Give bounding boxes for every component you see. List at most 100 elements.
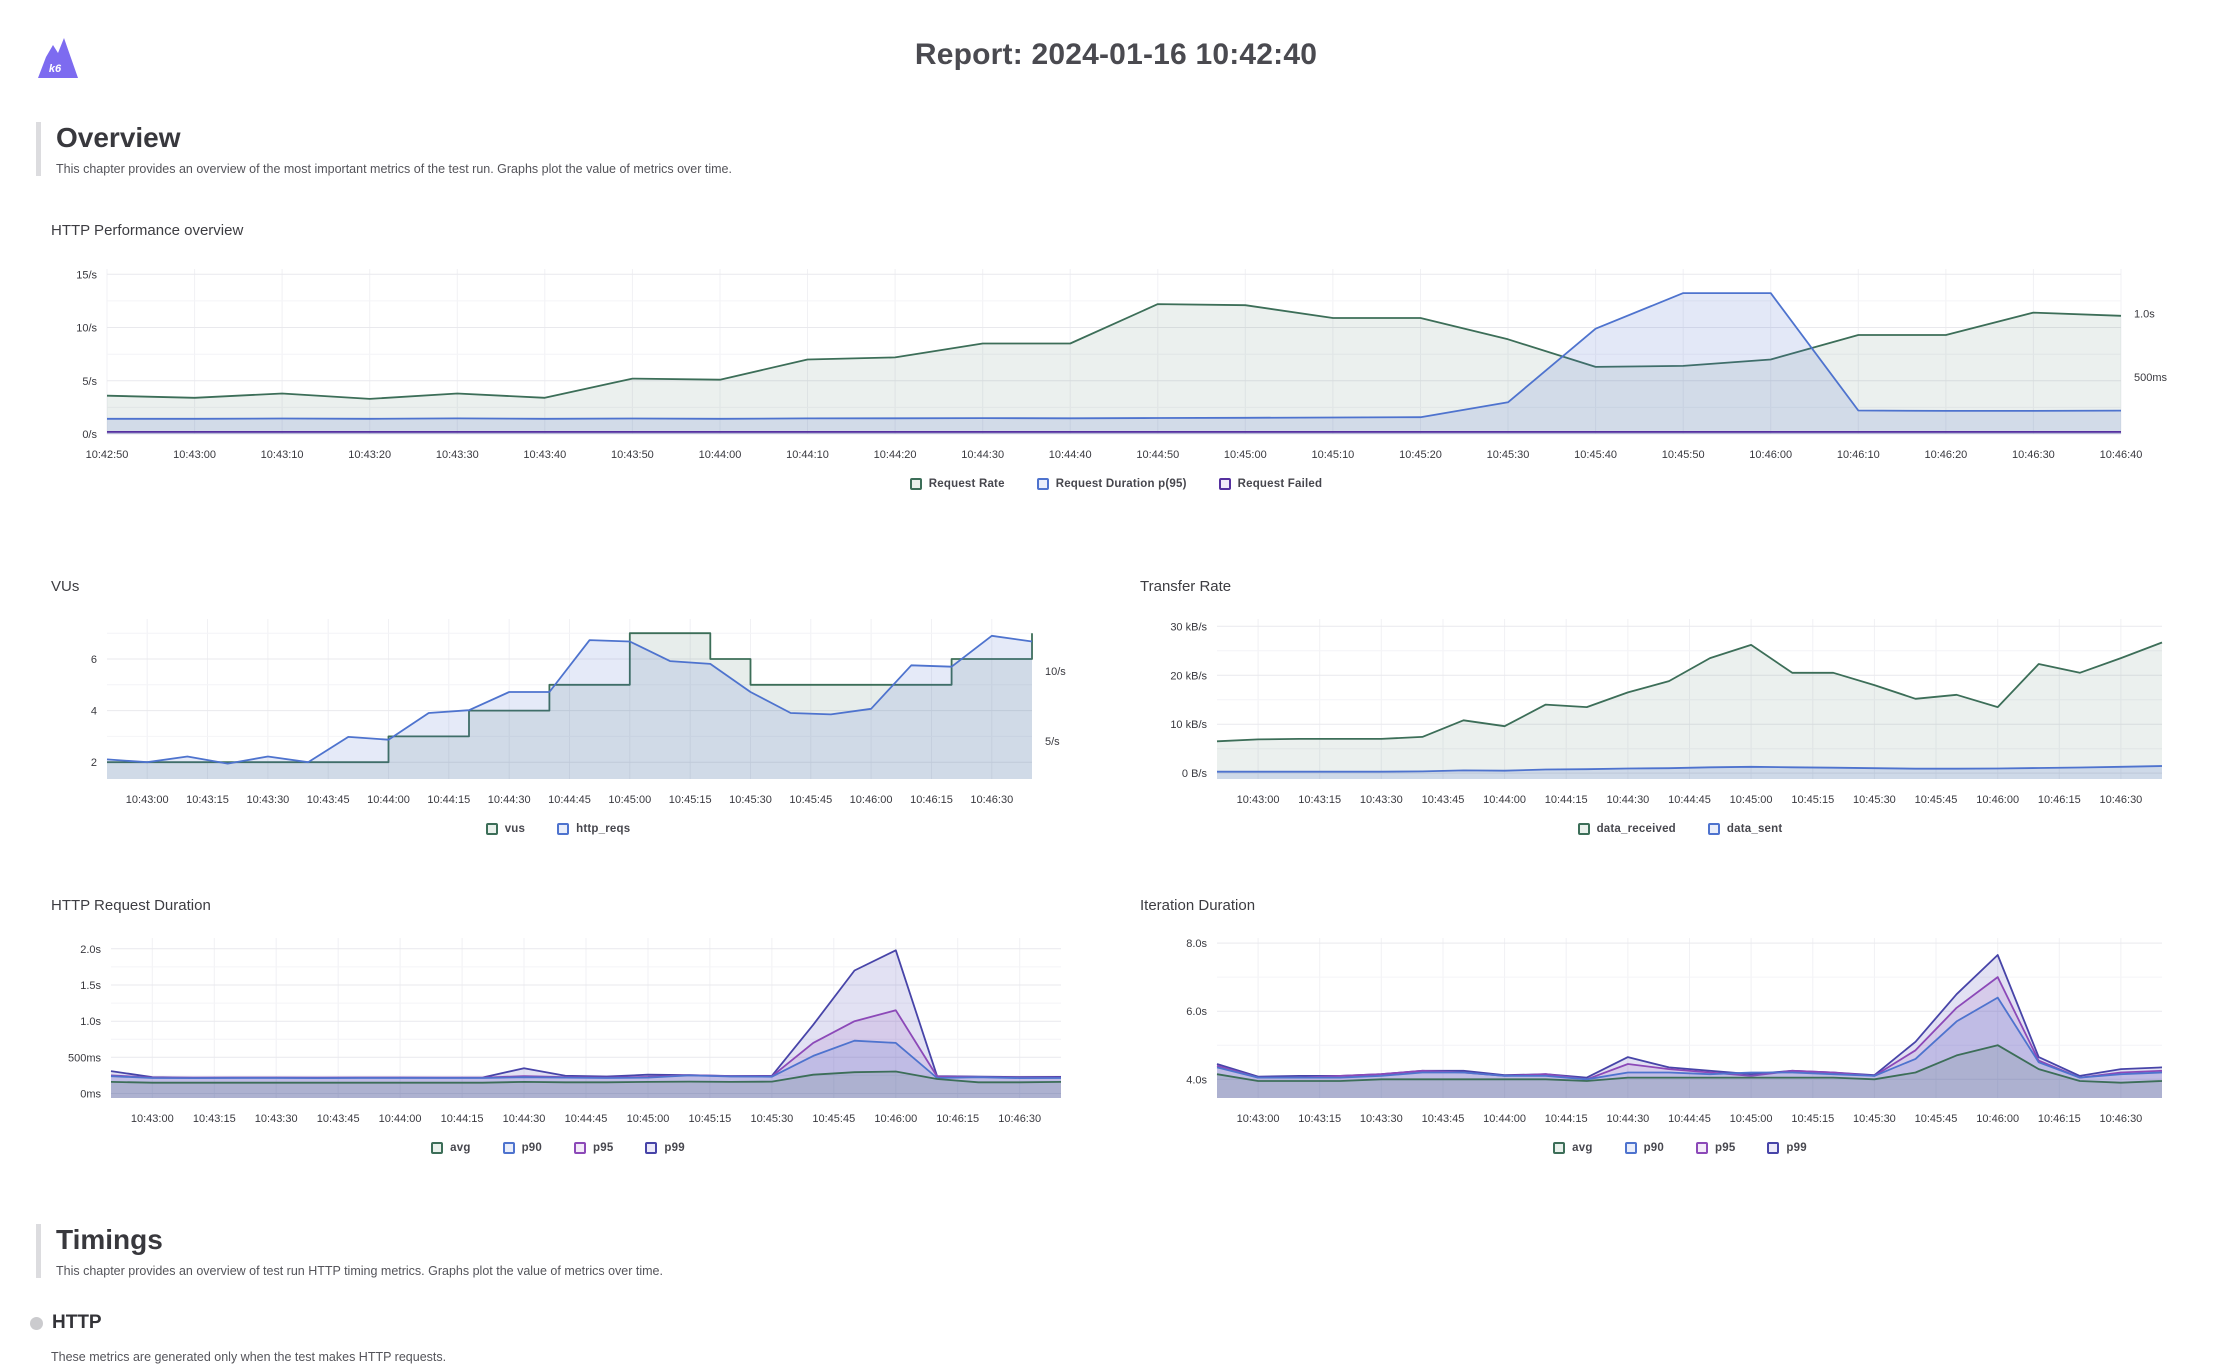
x-tick-label: 10:43:30 (1360, 1113, 1403, 1125)
legend-item-p95: p95 (1696, 1142, 1735, 1154)
k6-logo-mountain (38, 38, 78, 78)
x-tick-label: 10:44:00 (699, 449, 742, 461)
series-area-data-received (1217, 642, 2162, 779)
x-tick-label: 10:45:45 (789, 794, 832, 806)
legend-swatch-avg (431, 1142, 444, 1154)
x-tick-label: 10:45:45 (812, 1113, 855, 1125)
x-tick-label: 10:43:30 (246, 794, 289, 806)
series-line-vus (107, 632, 1033, 764)
x-tick-label: 10:46:40 (2100, 449, 2143, 461)
y-tick-label: 1.0s (80, 1016, 101, 1028)
y-tick-label: 20 kB/s (1170, 670, 1207, 682)
report-title: Report: 2024-01-16 10:42:40 (914, 38, 1318, 71)
series-area-avg (1217, 1045, 2162, 1098)
series-line-request-duration-p-95 (107, 292, 2122, 420)
legend-swatch-data-sent (1707, 823, 1720, 835)
legend-label-data-sent: data_sent (1726, 823, 1783, 835)
series-area-avg (111, 1071, 1061, 1098)
x-tick-label: 10:43:00 (126, 794, 169, 806)
x-tick-label: 10:43:30 (255, 1113, 298, 1125)
y-tick-label: 30 kB/s (1170, 621, 1207, 633)
charts-row-2: HTTP Request Duration 0ms 500ms 1.0s 1.5s 2.… (36, 897, 2232, 1154)
x-tick-label: 10:44:30 (488, 794, 531, 806)
k6-logo-text: k6 (49, 63, 62, 75)
series-line-request-rate (106, 303, 2122, 400)
x-tick-label: 10:45:30 (1853, 794, 1896, 806)
x-tick-label: 10:44:00 (1483, 794, 1526, 806)
x-tick-label: 10:44:40 (1049, 449, 1092, 461)
x-tick-label: 10:46:00 (1749, 449, 1792, 461)
x-tick-label: 10:43:15 (186, 794, 229, 806)
legend-label-vus: vus (504, 823, 526, 835)
legend-label-request-rate: Request Rate (928, 478, 1005, 490)
legend-item-request-failed: Request Failed (1218, 478, 1323, 490)
chart-http-request-duration: HTTP Request Duration 0ms 500ms 1.0s 1.5s 2.… (36, 897, 1080, 1154)
overview-heading: Overview (56, 122, 181, 153)
legend-item-p95: p95 (574, 1142, 613, 1154)
y-tick-label: 15/s (76, 269, 97, 281)
chart-canvas-iteration-duration: 4.0s 6.0s 8.0s 10:43:00 10:43:15 10:43:30 10:4… (1125, 926, 2232, 1132)
legend-item-http-reqs: http_reqs (557, 823, 630, 835)
x-tick-label: 10:43:20 (348, 449, 391, 461)
bullet-icon (30, 1316, 43, 1330)
legend-label-p95: p95 (1715, 1142, 1736, 1154)
legend-swatch-http-reqs (557, 823, 570, 835)
legend-item-avg: avg (431, 1142, 470, 1154)
chart-canvas-http-request-duration: 0ms 500ms 1.0s 1.5s 2.0s 10:43:00 10:43:15 10:4… (36, 926, 1080, 1132)
x-tick-label: 10:46:10 (1837, 449, 1880, 461)
timings-heading: Timings (56, 1224, 163, 1255)
x-tick-label: 10:45:00 (1224, 449, 1267, 461)
x-tick-label: 10:43:30 (436, 449, 479, 461)
x-tick-label: 10:44:15 (441, 1113, 484, 1125)
x-tick-label: 10:46:00 (1976, 794, 2019, 806)
x-tick-label: 10:44:10 (786, 449, 829, 461)
x-tick-label: 10:44:30 (961, 449, 1004, 461)
x-tick-label: 10:44:30 (1606, 794, 1649, 806)
x-tick-label: 10:44:15 (1545, 1113, 1588, 1125)
y-tick-label: 10 kB/s (1170, 719, 1207, 731)
series-area-request-rate (107, 304, 2121, 434)
x-tick-label: 10:45:30 (729, 794, 772, 806)
series-line-avg (1216, 1044, 2163, 1084)
x-tick-label: 10:44:45 (548, 794, 591, 806)
legend-item-p90: p90 (1624, 1142, 1664, 1154)
series-area-http-reqs (107, 635, 1032, 779)
legend-swatch-vus (485, 823, 498, 835)
chart-title-http-performance: HTTP Performance overview (51, 222, 244, 239)
x-tick-label: 10:46:30 (2099, 794, 2142, 806)
y-tick-label: 0 B/s (1182, 768, 1208, 780)
x-tick-label: 10:42:50 (86, 449, 129, 461)
legend-item-data-sent: data_sent (1707, 823, 1783, 835)
legend-swatch-p95 (574, 1142, 586, 1154)
x-tick-label: 10:45:40 (1574, 449, 1617, 461)
legend-item-request-duration-p-95: Request Duration p(95) (1036, 478, 1187, 490)
legend-item-data-received: data_received (1577, 823, 1676, 835)
legend-label-data-received: data_received (1596, 823, 1676, 835)
y-tick-label: 6 (91, 654, 97, 666)
svg-http-request-duration: 0ms 500ms 1.0s 1.5s 2.0s 10:43:00 10:43:15 10:4… (68, 938, 1062, 1125)
x-tick-label: 10:45:00 (1730, 1113, 1773, 1125)
x-tick-label: 10:44:45 (565, 1113, 608, 1125)
x-tick-label: 10:44:15 (427, 794, 470, 806)
chart-canvas-http-performance: 0/s 5/s 10/s 15/s 500ms 1.0s 10:42:50 10:43:00 1… (0, 253, 2232, 468)
x-tick-label: 10:46:15 (936, 1113, 979, 1125)
legend-http-request-duration: avg p90 p95 p99 (36, 1142, 1080, 1154)
series-area-request-duration-p-95 (107, 293, 2121, 434)
x-tick-label: 10:43:15 (1298, 794, 1341, 806)
svg-vus: 2 4 6 5/s 10/s 10:43:00 10:43:15 10:43:30 10:43:… (91, 619, 1066, 806)
x-tick-label: 10:45:30 (750, 1113, 793, 1125)
chart-vus: VUs 2 4 6 5/s 10/s 10:43:00 10:43:15 10:43:30 10… (36, 578, 1080, 835)
x-tick-label: 10:44:15 (1545, 794, 1588, 806)
x-tick-label: 10:45:10 (1311, 449, 1354, 461)
chart-canvas-transfer-rate: 0 B/s 10 kB/s 20 kB/s 30 kB/s 10:43:00 10:43:… (1125, 607, 2232, 813)
legend-label-p95: p95 (593, 1142, 614, 1154)
legend-item-p99: p99 (1767, 1142, 1807, 1154)
legend-label-avg: avg (450, 1142, 471, 1154)
x-tick-label: 10:43:40 (523, 449, 566, 461)
legend-label-request-duration-p-95: Request Duration p(95) (1055, 478, 1187, 490)
x-tick-label: 10:43:45 (307, 794, 350, 806)
legend-label-avg: avg (1572, 1142, 1593, 1154)
x-tick-label: 10:45:00 (627, 1113, 670, 1125)
legend-swatch-avg (1553, 1142, 1566, 1154)
section-http: HTTP These metrics are generated only wh… (30, 1312, 2232, 1364)
